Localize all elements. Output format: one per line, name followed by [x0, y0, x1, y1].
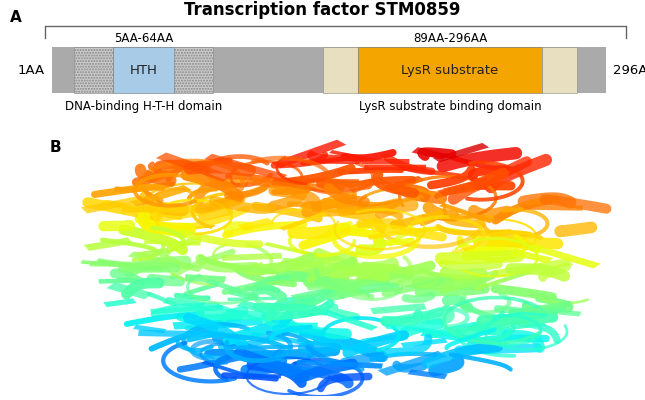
Polygon shape [376, 238, 416, 246]
Polygon shape [272, 140, 346, 168]
Polygon shape [204, 154, 288, 180]
Polygon shape [408, 370, 448, 379]
Polygon shape [493, 314, 546, 330]
Polygon shape [296, 338, 332, 348]
Bar [74, 47, 113, 94]
Polygon shape [396, 166, 461, 178]
Polygon shape [129, 185, 192, 207]
Polygon shape [135, 248, 171, 258]
Polygon shape [284, 181, 346, 194]
Polygon shape [227, 297, 275, 301]
Polygon shape [84, 237, 133, 251]
Bar [52, 47, 606, 94]
Polygon shape [377, 351, 447, 376]
Polygon shape [523, 306, 582, 316]
Polygon shape [249, 332, 317, 346]
Polygon shape [316, 179, 364, 188]
Polygon shape [472, 270, 533, 291]
Polygon shape [245, 177, 313, 194]
Polygon shape [263, 242, 333, 260]
Text: HTH: HTH [130, 64, 157, 77]
Polygon shape [122, 205, 195, 212]
Text: Transcription factor STM0859: Transcription factor STM0859 [184, 1, 461, 19]
Polygon shape [491, 258, 573, 278]
Polygon shape [138, 330, 225, 338]
Polygon shape [243, 374, 281, 378]
Bar [113, 47, 174, 94]
Polygon shape [172, 318, 263, 330]
Polygon shape [346, 264, 400, 273]
Polygon shape [106, 282, 154, 299]
Text: B: B [50, 140, 61, 155]
Polygon shape [364, 164, 426, 170]
Polygon shape [457, 312, 529, 338]
Polygon shape [90, 261, 175, 267]
Text: LysR substrate binding domain: LysR substrate binding domain [359, 100, 541, 113]
Polygon shape [510, 249, 553, 263]
Polygon shape [150, 305, 224, 314]
Polygon shape [511, 322, 546, 330]
Polygon shape [297, 360, 383, 369]
Polygon shape [115, 278, 152, 284]
Bar [542, 47, 577, 94]
Polygon shape [361, 159, 410, 164]
Polygon shape [370, 303, 427, 314]
Polygon shape [273, 178, 359, 183]
Polygon shape [412, 147, 449, 160]
Polygon shape [523, 205, 583, 211]
Polygon shape [290, 286, 343, 300]
Polygon shape [329, 150, 376, 162]
Polygon shape [103, 298, 136, 307]
Polygon shape [306, 278, 391, 290]
Polygon shape [221, 253, 283, 261]
Text: DNA-binding H-T-H domain: DNA-binding H-T-H domain [65, 100, 222, 113]
Bar [322, 47, 358, 94]
Polygon shape [401, 270, 482, 282]
Polygon shape [230, 345, 293, 350]
Polygon shape [204, 279, 256, 297]
Text: 296AA: 296AA [613, 64, 645, 77]
Polygon shape [96, 258, 164, 272]
Polygon shape [437, 178, 492, 196]
Bar [174, 47, 213, 94]
Polygon shape [128, 252, 204, 272]
Polygon shape [423, 321, 486, 339]
Polygon shape [443, 182, 477, 193]
Polygon shape [401, 338, 448, 348]
Polygon shape [439, 203, 495, 223]
Polygon shape [163, 297, 206, 308]
Text: 5AA-64AA: 5AA-64AA [114, 32, 173, 45]
Polygon shape [300, 202, 352, 215]
Polygon shape [526, 244, 601, 268]
Polygon shape [213, 304, 277, 326]
Polygon shape [433, 143, 490, 162]
Polygon shape [184, 274, 226, 283]
Polygon shape [319, 309, 378, 330]
Polygon shape [279, 323, 318, 327]
Text: LysR substrate: LysR substrate [401, 64, 499, 77]
Polygon shape [133, 325, 166, 333]
Polygon shape [201, 360, 258, 380]
Text: A: A [10, 10, 21, 25]
Text: 1AA: 1AA [18, 64, 45, 77]
Polygon shape [420, 330, 509, 347]
Polygon shape [81, 196, 148, 214]
Polygon shape [99, 278, 138, 284]
Bar [358, 47, 542, 94]
Text: 89AA-296AA: 89AA-296AA [413, 32, 487, 45]
Polygon shape [321, 198, 388, 210]
Polygon shape [144, 240, 201, 246]
Polygon shape [279, 212, 328, 231]
Polygon shape [280, 258, 369, 274]
Polygon shape [81, 260, 136, 269]
Polygon shape [156, 152, 233, 182]
Polygon shape [236, 300, 279, 315]
Polygon shape [490, 230, 531, 236]
Polygon shape [264, 302, 301, 309]
Polygon shape [356, 195, 426, 211]
Polygon shape [237, 218, 275, 231]
Polygon shape [191, 204, 223, 210]
Polygon shape [384, 176, 425, 191]
